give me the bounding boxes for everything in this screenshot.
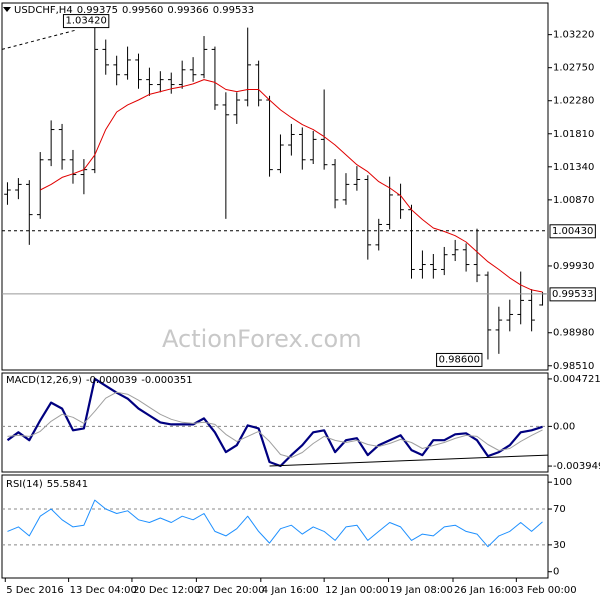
x-tick-label: 27 Dec 20:00 [197,585,264,596]
y-tick-label: 0 [553,567,559,578]
trendline [269,454,548,467]
current-price-label: 0.99533 [552,289,593,300]
x-tick-label: 19 Jan 08:00 [390,585,453,596]
indicator-value: 55.5841 [47,479,88,490]
y-tick-label: 1.02280 [553,96,594,107]
price-annotation: 0.98600 [439,354,480,365]
ohlc-value: 0.99560 [122,5,163,16]
y-tick-label: 1.00870 [553,195,594,206]
indicator-header: RSI(14) 55.5841 [6,479,88,490]
y-tick-label: 1.03220 [553,30,594,41]
plot-area [2,499,548,548]
watermark: ActionForex.com [162,325,362,353]
chart-header: USDCHF,H4 0.99375 0.99560 0.99366 0.99533 [14,5,254,16]
y-tick-label: 0.004721 [553,374,600,385]
price-label-box [549,287,596,302]
x-tick-label: 26 Jan 16:00 [454,585,517,596]
x-tick-label: 13 Dec 04:00 [70,585,137,596]
macd-line [6,377,543,468]
dropdown-arrow [3,7,11,12]
indicator-value: -0.000351 [141,375,192,386]
symbol-title: USDCHF,H4 [14,5,73,16]
x-tick-label: 4 Jan 16:00 [262,585,319,596]
y-tick-label: 70 [553,504,566,515]
panel-frame [1,372,549,473]
indicator-value: -0.000039 [86,375,137,386]
moving-average [39,79,543,293]
y-tick-label: 1.01810 [553,129,594,140]
plot-area [2,20,546,360]
y-tick-label: 1.02750 [553,63,594,74]
macd-line [7,391,543,458]
indicator-title: RSI(14) [6,479,43,490]
y-tick-label: 0.98980 [553,328,594,339]
x-tick-label: 5 Dec 2016 [6,585,64,596]
panel-frame [1,2,549,371]
y-tick-label: 30 [553,540,566,551]
indicator-header: MACD(12,26,9) -0.000039 -0.000351 [6,375,193,386]
y-tick-label: 0.00 [553,421,575,432]
plot-area [2,377,548,468]
x-tick-label: 12 Jan 00:00 [325,585,388,596]
price-label-box [549,224,596,239]
annotation-box [436,352,483,367]
rsi-line [7,499,543,548]
ohlc-value: 0.99533 [213,5,254,16]
y-tick-label: 0.99930 [553,261,594,272]
annotation-box [62,14,110,29]
y-tick-label: 0.98510 [553,361,594,372]
y-tick-label: 1.01340 [553,162,594,173]
ohlc-value: 0.99375 [77,5,118,16]
ohlc-value: 0.99366 [167,5,208,16]
price-line-label: 1.00430 [552,226,593,237]
trendline [2,29,78,50]
x-tick-label: 20 Dec 12:00 [133,585,200,596]
y-tick-label: -0.003949 [553,461,600,472]
price-annotation: 1.03420 [65,16,106,27]
x-tick-label: 3 Feb 00:00 [517,585,576,596]
y-tick-label: 100 [553,477,572,488]
panel-frame [1,474,549,579]
indicator-title: MACD(12,26,9) [6,375,82,386]
